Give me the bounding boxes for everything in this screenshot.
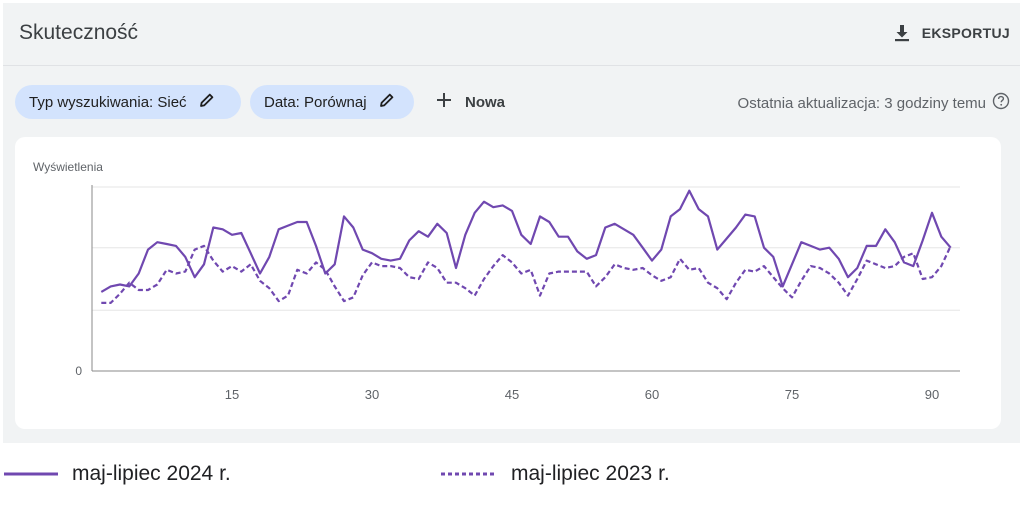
filter-chip-search-type[interactable]: Typ wyszukiwania: Sieć	[15, 85, 241, 119]
download-icon	[892, 23, 912, 43]
legend-solid-line	[4, 472, 58, 476]
x-tick-label: 90	[925, 387, 939, 402]
last-update-status: Ostatnia aktualizacja: 3 godziny temu	[738, 92, 1010, 114]
page-title: Skuteczność	[19, 21, 139, 44]
new-filter-button[interactable]: Nowa	[435, 85, 505, 119]
series-line-2024	[100, 189, 952, 293]
pencil-icon[interactable]	[199, 92, 215, 112]
x-tick-label: 30	[365, 387, 379, 402]
legend-item-2023[interactable]: maj-lipiec 2023 r.	[441, 462, 670, 486]
last-update-label: Ostatnia aktualizacja: 3 godziny temu	[737, 94, 986, 112]
export-label: EKSPORTUJ	[921, 25, 1010, 41]
x-tick-label: 60	[645, 387, 659, 402]
x-tick-label: 15	[225, 387, 239, 402]
chart-card: Wyświetlenia 0 15 30 45 60 75 90	[15, 137, 1001, 429]
y-axis-label: Wyświetlenia	[33, 160, 103, 174]
panel-header: Skuteczność EKSPORTUJ	[3, 3, 1020, 66]
help-icon[interactable]	[992, 92, 1010, 114]
x-tick-label: 45	[505, 387, 519, 402]
x-tick-label: 75	[785, 387, 799, 402]
performance-chart: Wyświetlenia 0 15 30 45 60 75 90	[33, 160, 960, 402]
series-line-2023	[101, 244, 952, 304]
plus-icon	[435, 91, 453, 113]
legend-label: maj-lipiec 2023 r.	[511, 462, 670, 485]
chip-label: Data: Porównaj	[264, 93, 367, 111]
performance-panel: Skuteczność EKSPORTUJ Typ wyszukiwania: …	[3, 3, 1020, 443]
filter-chip-date[interactable]: Data: Porównaj	[250, 85, 414, 119]
export-button[interactable]: EKSPORTUJ	[892, 19, 1010, 47]
y-tick-label: 0	[75, 364, 82, 378]
chip-label: Typ wyszukiwania: Sieć	[29, 93, 187, 111]
legend-item-2024[interactable]: maj-lipiec 2024 r.	[4, 462, 231, 486]
pencil-icon[interactable]	[379, 92, 395, 112]
legend-dashed-line	[441, 472, 497, 476]
new-filter-label: Nowa	[465, 93, 506, 111]
legend-label: maj-lipiec 2024 r.	[72, 462, 231, 485]
